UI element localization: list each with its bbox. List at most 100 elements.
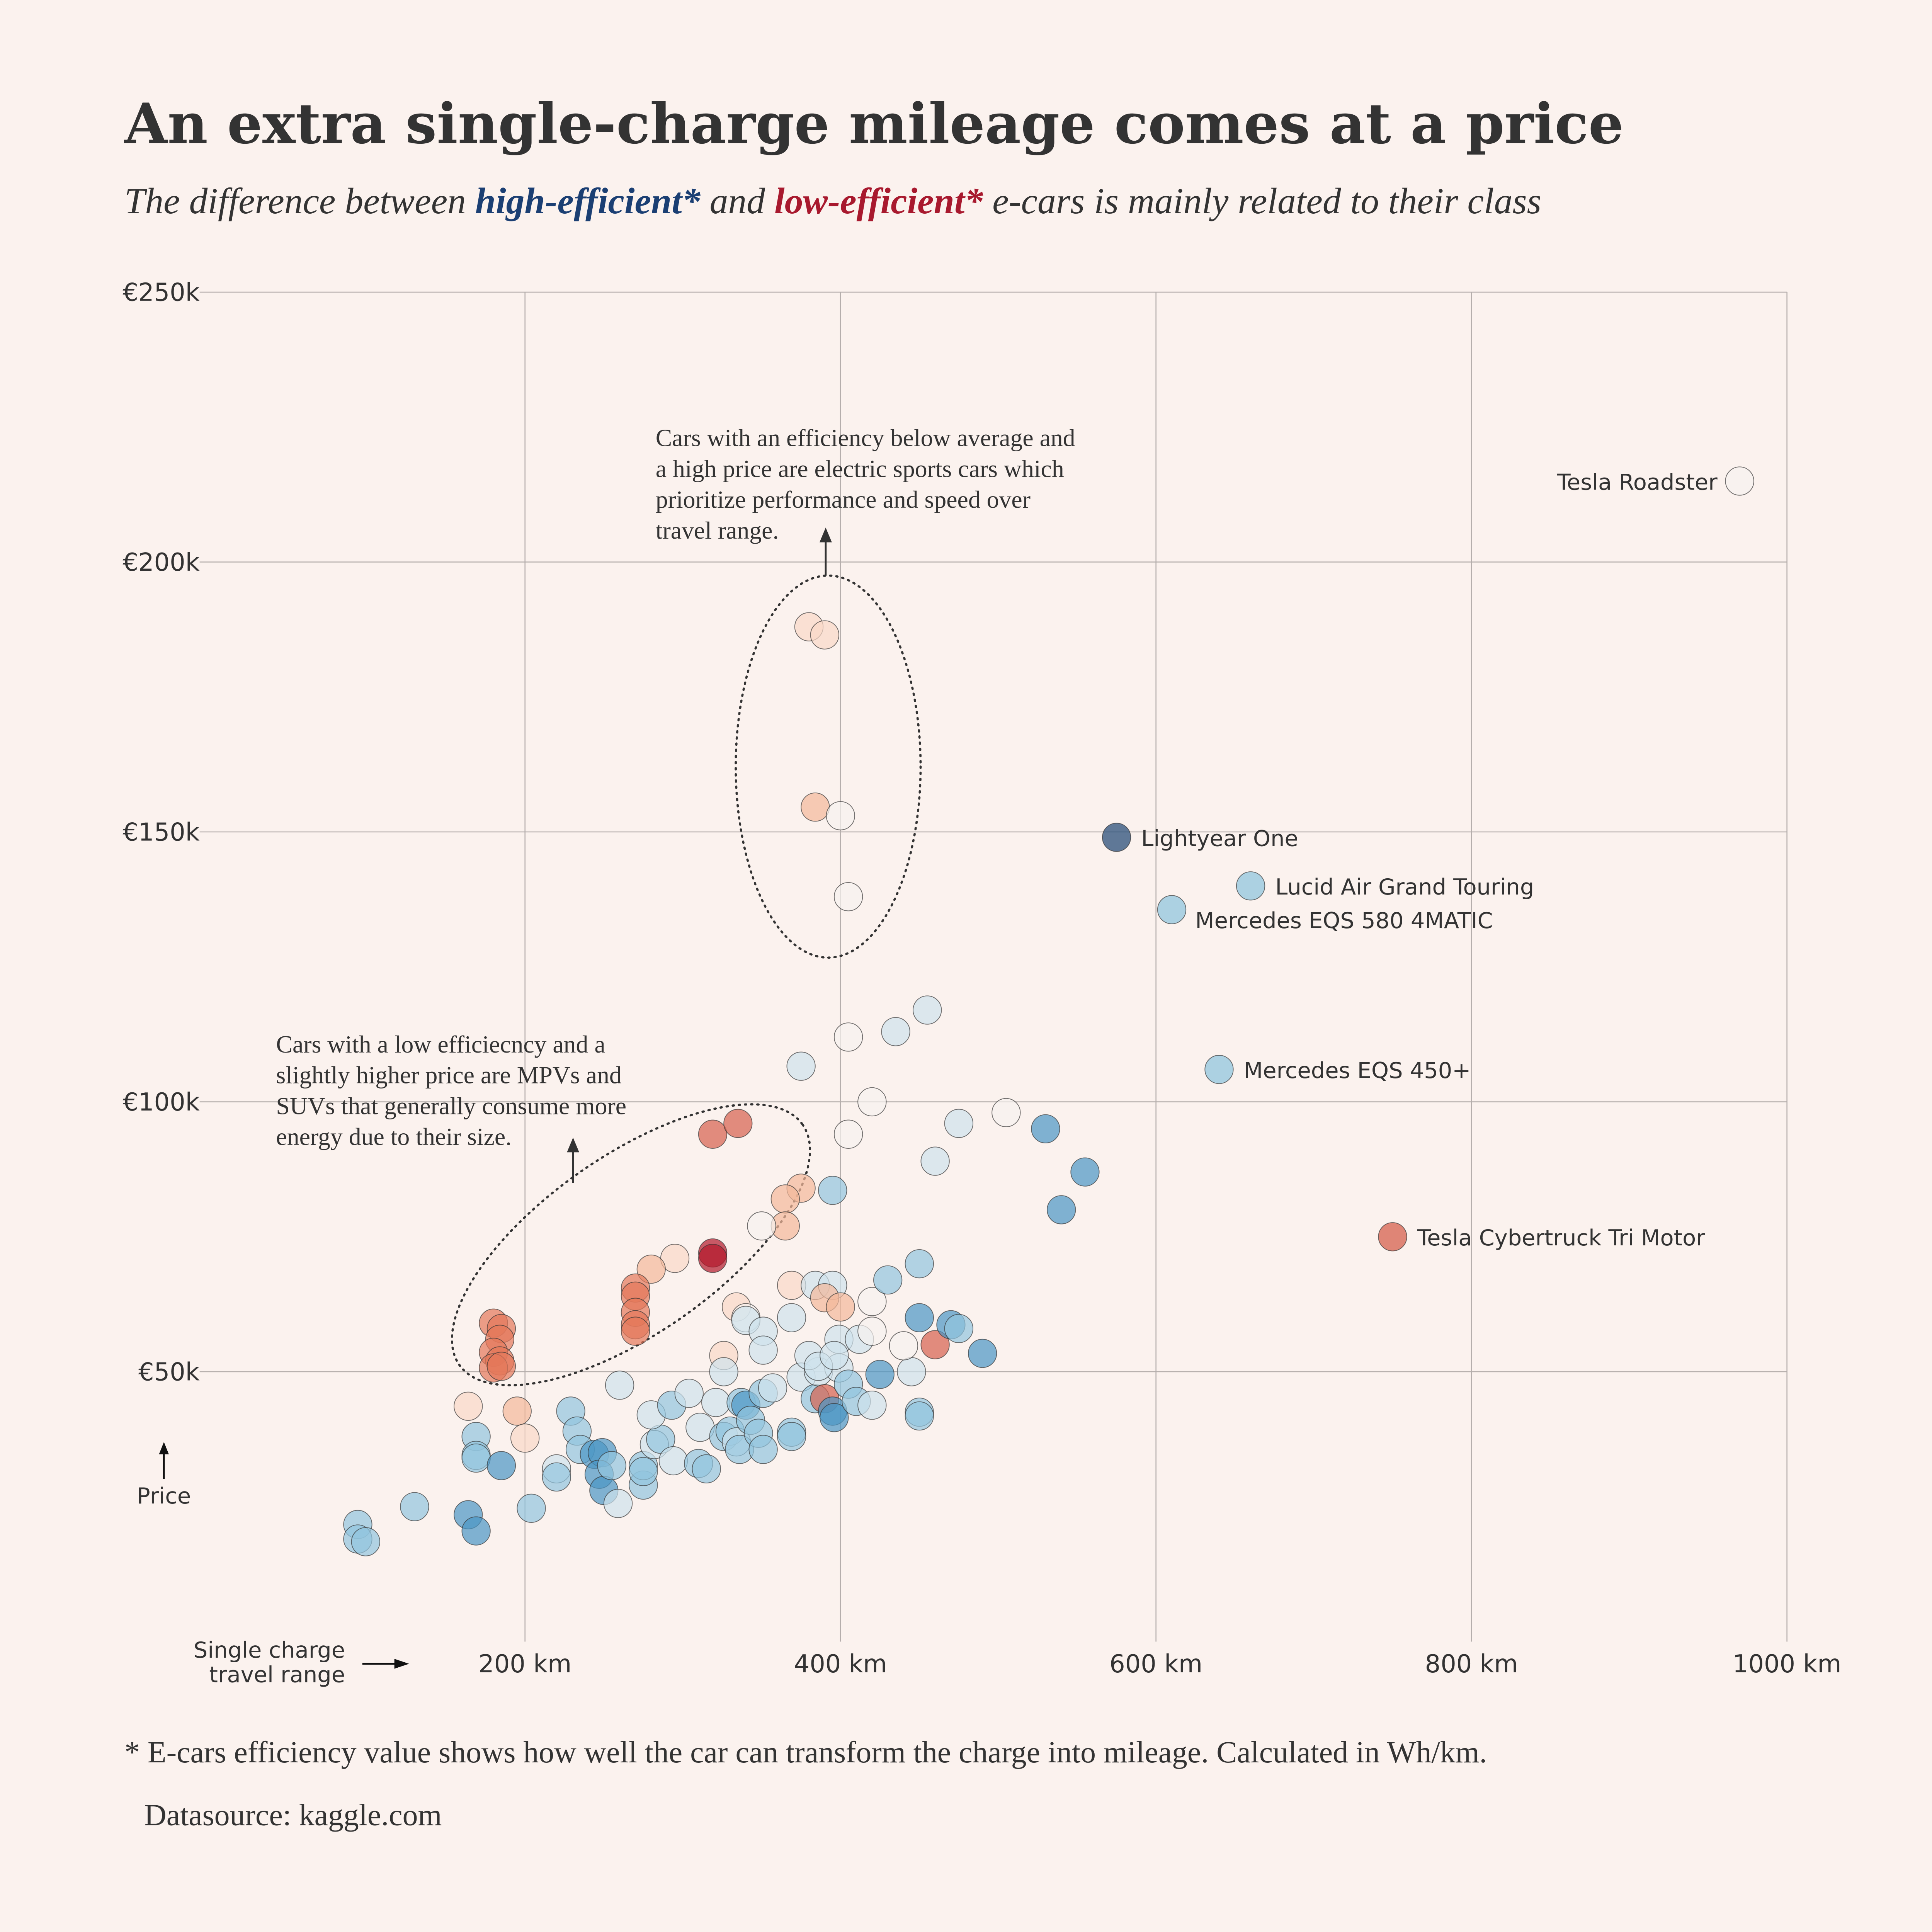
data-point[interactable]: [826, 1292, 855, 1321]
annotation-line: prioritize performance and speed over: [656, 486, 1031, 513]
data-point[interactable]: [913, 995, 942, 1025]
data-point[interactable]: [1070, 1157, 1100, 1187]
data-point[interactable]: [454, 1391, 483, 1421]
point-label: Tesla Roadster: [1557, 469, 1718, 495]
data-point[interactable]: [698, 1243, 728, 1273]
subtitle-low-efficient: low-efficient*: [774, 180, 983, 221]
data-point[interactable]: [777, 1422, 806, 1451]
arrow-head-icon: [819, 527, 832, 543]
data-point[interactable]: [709, 1357, 738, 1386]
annotation-line: energy due to their size.: [276, 1123, 512, 1150]
data-point[interactable]: [833, 1022, 863, 1052]
data-point[interactable]: [857, 1390, 887, 1420]
data-point[interactable]: [636, 1254, 666, 1284]
footnote: * E-cars efficiency value shows how well…: [124, 1735, 1487, 1769]
data-point[interactable]: [597, 1451, 626, 1480]
data-point[interactable]: [944, 1109, 973, 1138]
data-point-labeled[interactable]: [1725, 466, 1754, 496]
data-point[interactable]: [881, 1017, 910, 1046]
data-point[interactable]: [542, 1462, 571, 1492]
data-point[interactable]: [486, 1352, 516, 1381]
arrow-head-icon: [159, 1442, 169, 1454]
data-point[interactable]: [629, 1457, 658, 1486]
data-point[interactable]: [968, 1338, 997, 1368]
data-point[interactable]: [820, 1341, 849, 1370]
annotation-line: SUVs that generally consume more: [276, 1092, 626, 1119]
data-point-labeled[interactable]: [1102, 823, 1131, 852]
annotation-line: a high price are electric sports cars wh…: [656, 455, 1064, 482]
data-point[interactable]: [992, 1098, 1021, 1128]
data-point[interactable]: [818, 1175, 847, 1205]
x-tick-label: 200 km: [478, 1650, 571, 1679]
data-point[interactable]: [400, 1492, 429, 1521]
data-point[interactable]: [351, 1527, 380, 1556]
data-point[interactable]: [461, 1443, 491, 1473]
data-point[interactable]: [517, 1493, 546, 1523]
data-point[interactable]: [944, 1314, 973, 1343]
data-point[interactable]: [857, 1087, 887, 1117]
data-point[interactable]: [920, 1146, 950, 1176]
x-tick-label: 1000 km: [1733, 1650, 1842, 1679]
data-point[interactable]: [905, 1249, 934, 1279]
mpv-ellipse: [451, 1103, 811, 1386]
data-point-labeled[interactable]: [1378, 1222, 1407, 1252]
data-point[interactable]: [810, 620, 839, 650]
data-point[interactable]: [786, 1051, 816, 1081]
annotation-line: Cars with an efficiency below average an…: [656, 424, 1075, 452]
data-point[interactable]: [502, 1396, 532, 1426]
data-point-labeled[interactable]: [1236, 871, 1265, 901]
point-label: Mercedes EQS 580 4MATIC: [1195, 908, 1493, 934]
data-point[interactable]: [777, 1303, 806, 1332]
data-points: [343, 612, 1100, 1556]
data-point[interactable]: [723, 1109, 753, 1138]
y-tick-label: €150k: [122, 818, 199, 847]
data-point[interactable]: [1031, 1114, 1060, 1143]
data-point[interactable]: [905, 1303, 934, 1332]
data-point[interactable]: [674, 1379, 704, 1408]
data-point[interactable]: [748, 1435, 778, 1464]
point-labels: Tesla Roadster Lightyear One Lucid Air Gra…: [1102, 466, 1754, 1252]
data-point[interactable]: [857, 1316, 887, 1346]
data-point[interactable]: [658, 1446, 688, 1476]
data-point[interactable]: [486, 1451, 516, 1480]
data-point[interactable]: [857, 1287, 887, 1316]
chart-subtitle: The difference between high-efficient* a…: [124, 180, 1541, 221]
data-point[interactable]: [698, 1119, 728, 1149]
data-point[interactable]: [833, 882, 863, 912]
point-label: Mercedes EQS 450+: [1244, 1058, 1471, 1083]
data-point-labeled[interactable]: [1204, 1055, 1234, 1084]
subtitle-pre: The difference between: [124, 180, 475, 221]
data-point[interactable]: [510, 1423, 540, 1453]
data-point[interactable]: [748, 1335, 778, 1365]
chart-title: An extra single-charge mileage comes at …: [124, 91, 1624, 156]
data-point[interactable]: [770, 1184, 800, 1214]
data-point[interactable]: [826, 801, 855, 830]
data-point[interactable]: [889, 1331, 918, 1361]
subtitle-mid: and: [701, 180, 774, 221]
data-point[interactable]: [621, 1316, 650, 1346]
data-point[interactable]: [1047, 1195, 1076, 1225]
data-point[interactable]: [692, 1454, 721, 1484]
subtitle-high-efficient: high-efficient*: [475, 180, 701, 221]
data-point[interactable]: [461, 1516, 491, 1546]
data-point[interactable]: [605, 1371, 634, 1400]
data-point[interactable]: [865, 1360, 895, 1389]
data-point[interactable]: [820, 1403, 849, 1432]
data-point[interactable]: [905, 1401, 934, 1431]
annotation-line: travel range.: [656, 517, 779, 544]
data-point[interactable]: [833, 1119, 863, 1149]
x-tick-label: 400 km: [794, 1650, 887, 1679]
grid: [199, 291, 1787, 1642]
data-point[interactable]: [747, 1211, 776, 1241]
x-tick-label: 800 km: [1425, 1650, 1518, 1679]
data-point-labeled[interactable]: [1157, 895, 1187, 924]
data-point[interactable]: [701, 1388, 731, 1417]
data-point[interactable]: [897, 1357, 926, 1386]
data-point[interactable]: [920, 1330, 950, 1359]
data-point[interactable]: [873, 1265, 903, 1295]
data-point[interactable]: [758, 1373, 787, 1403]
data-point[interactable]: [603, 1489, 633, 1518]
data-point[interactable]: [801, 793, 830, 822]
x-tick-label: 600 km: [1109, 1650, 1202, 1679]
